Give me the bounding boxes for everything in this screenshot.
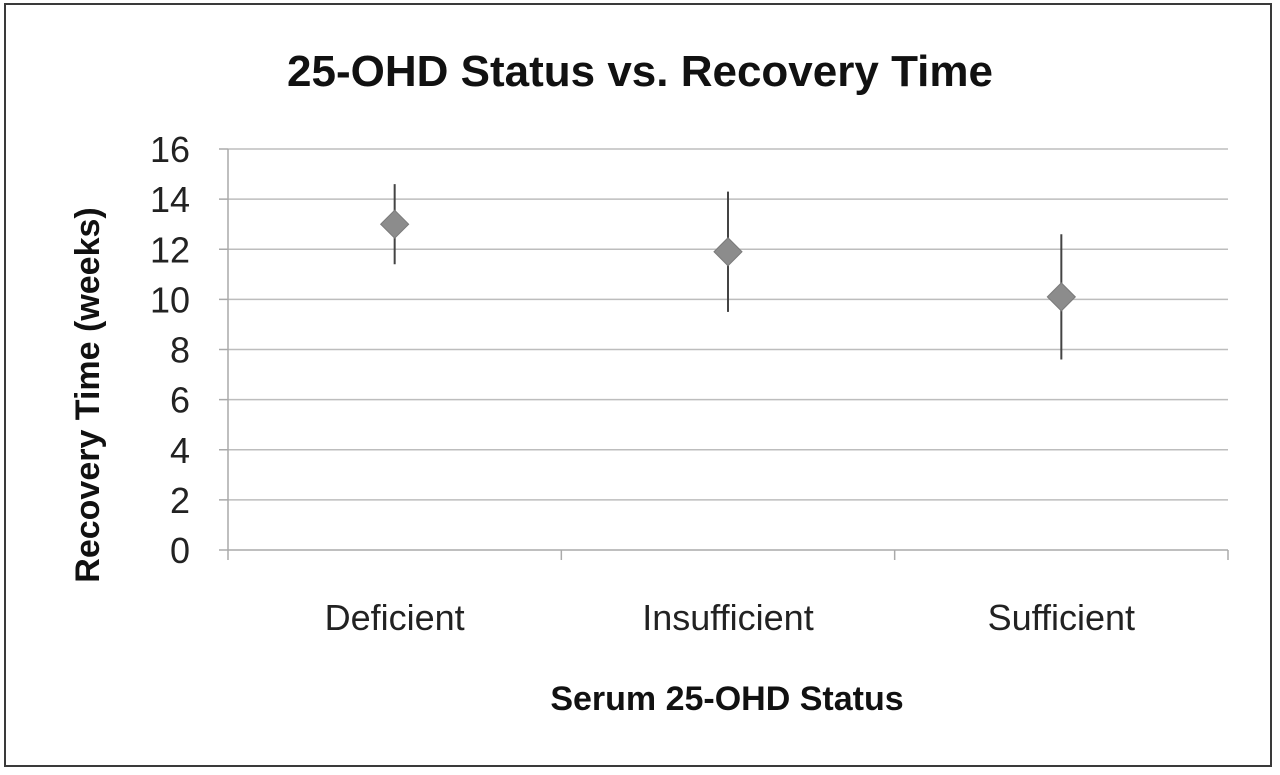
x-axis-title: Serum 25-OHD Status [550,680,903,718]
x-category-label: Insufficient [642,597,813,638]
data-point-diamond [1046,282,1077,312]
y-tick-labels: 0 2 4 6 8 10 12 14 16 [150,129,190,571]
y-axis-title: Recovery Time (weeks) [69,207,107,582]
y-tick-label: 4 [170,430,190,471]
data-point-diamond [379,209,410,239]
x-category-label: Deficient [325,597,465,638]
y-tick-label: 14 [150,179,190,220]
chart-frame [4,3,1272,767]
x-category-labels: Deficient Insufficient Sufficient [325,597,1135,638]
y-tick-label: 10 [150,279,190,320]
y-tick-label: 12 [150,229,190,270]
data-marks [379,184,1077,360]
x-category-label: Sufficient [988,597,1135,638]
axes [219,148,1229,560]
y-tick-label: 0 [170,530,190,571]
y-tick-label: 2 [170,480,190,521]
y-tick-label: 8 [170,330,190,371]
chart-title: 25-OHD Status vs. Recovery Time [287,47,993,96]
y-tick-label: 16 [150,129,190,170]
y-tick-label: 6 [170,380,190,421]
data-point-diamond [713,237,743,267]
